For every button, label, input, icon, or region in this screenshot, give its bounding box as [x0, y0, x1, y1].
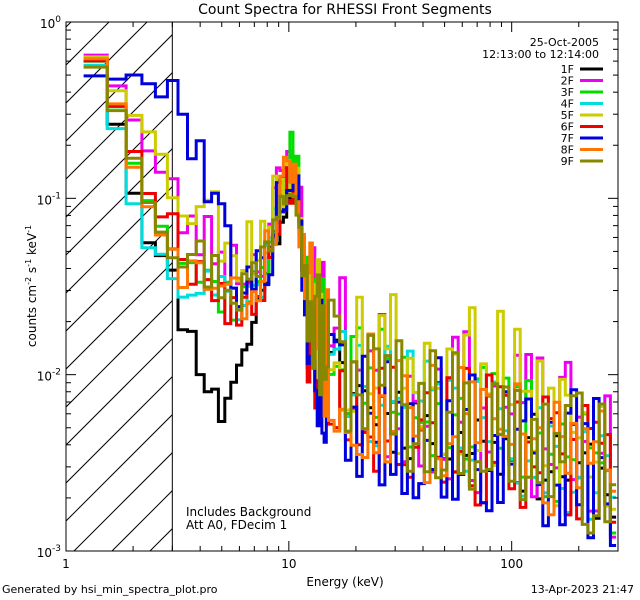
x-tick-label: 100 [500, 557, 523, 571]
time-range-label: 12:13:00 to 12:14:00 [482, 48, 599, 61]
background-annotation: Includes Background [186, 505, 311, 519]
legend-label-6F: 6F [561, 121, 574, 134]
hatch-line [530, 0, 640, 551]
y-axis-label: counts cm-2 s-1 keV-1 [24, 225, 39, 347]
hatch-line [0, 0, 104, 551]
hatch-line [66, 223, 173, 332]
legend-label-3F: 3F [561, 86, 574, 99]
y-tick-label: 10-2 [37, 368, 61, 384]
x-tick-label: 1 [62, 557, 70, 571]
series-line-7F [83, 73, 617, 547]
y-tick-label: 10-3 [37, 544, 61, 560]
series-layer [83, 53, 617, 547]
hatch-line [66, 185, 173, 294]
hatch-line [66, 22, 110, 66]
legend-label-2F: 2F [561, 75, 574, 88]
legend-label-5F: 5F [561, 109, 574, 122]
hatch-line [66, 413, 173, 522]
axis-ticks [65, 21, 619, 552]
hatch-line [66, 22, 148, 104]
timestamp-label: 13-Apr-2023 21:47 [530, 583, 634, 596]
hatch-line [66, 22, 72, 28]
y-tick-label: 100 [40, 15, 61, 31]
hatch-line [416, 0, 640, 551]
plot-frame [65, 21, 619, 552]
x-tick-label: 10 [281, 557, 296, 571]
attenuator-annotation: Att A0, FDecim 1 [186, 518, 287, 532]
chart-title: Count Spectra for RHESSI Front Segments [198, 2, 492, 18]
date-label: 25-Oct-2005 [530, 36, 599, 49]
hatch-line [66, 375, 173, 484]
legend-label-1F: 1F [561, 63, 574, 76]
hatch-line [66, 33, 173, 142]
legend-label-9F: 9F [561, 155, 574, 168]
x-axis-label: Energy (keV) [306, 575, 383, 589]
legend-label-4F: 4F [561, 98, 574, 111]
series-line-5F [83, 55, 617, 511]
series-line-9F [83, 65, 617, 535]
legend-label-8F: 8F [561, 144, 574, 157]
generated-by-label: Generated by hsi_min_spectra_plot.pro [2, 583, 218, 596]
y-tick-label: 10-1 [37, 191, 61, 207]
legend-label-7F: 7F [561, 132, 574, 145]
